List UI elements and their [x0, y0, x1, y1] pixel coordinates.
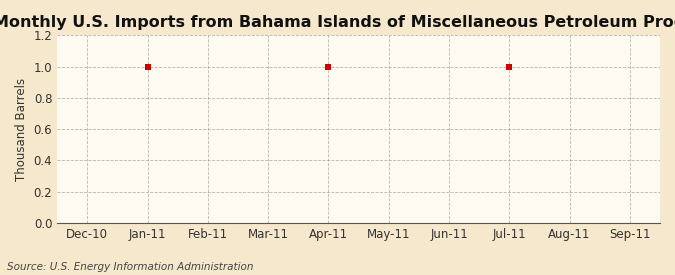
Y-axis label: Thousand Barrels: Thousand Barrels — [15, 78, 28, 181]
Text: Source: U.S. Energy Information Administration: Source: U.S. Energy Information Administ… — [7, 262, 253, 272]
Title: Monthly U.S. Imports from Bahama Islands of Miscellaneous Petroleum Products: Monthly U.S. Imports from Bahama Islands… — [0, 15, 675, 30]
